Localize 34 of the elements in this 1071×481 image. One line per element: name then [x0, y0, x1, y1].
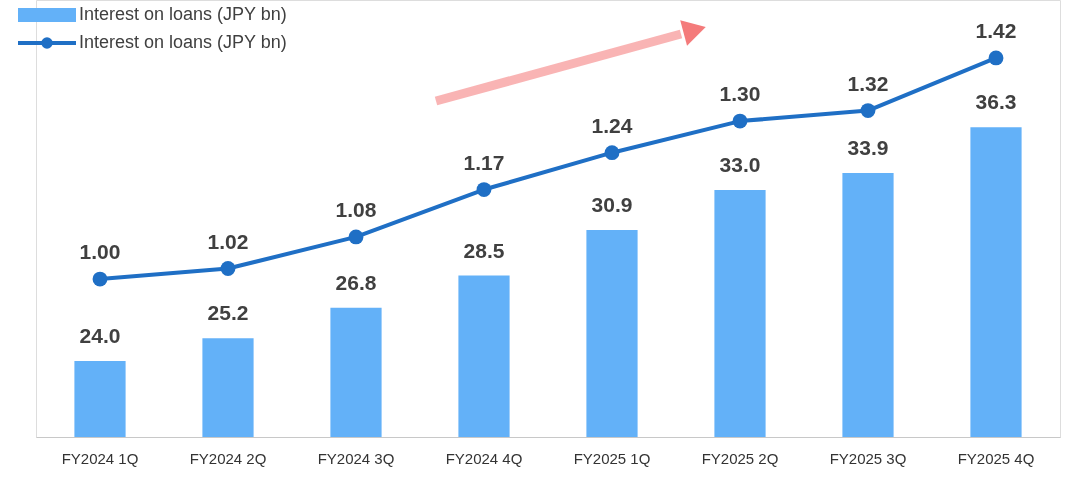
- point: [732, 113, 748, 129]
- point: [92, 271, 108, 287]
- point: [860, 103, 876, 118]
- point: [220, 261, 236, 276]
- x-tick-label: FY2025 1Q: [573, 449, 651, 467]
- legend-label: Interest on loans (JPY bn): [79, 32, 287, 52]
- x-tick-label: FY2024 3Q: [317, 449, 395, 467]
- data-label: 33.9: [847, 135, 889, 159]
- data-label: 1.08: [335, 197, 377, 221]
- data-label: 1.17: [463, 150, 505, 174]
- point: [476, 182, 492, 197]
- data-label: 30.9: [591, 192, 633, 216]
- data-label: 26.8: [335, 270, 377, 294]
- point: [988, 50, 1004, 66]
- data-label: 33.0: [719, 153, 761, 176]
- data-label: 1.30: [719, 82, 761, 106]
- data-label: 36.3: [975, 90, 1017, 114]
- legend-label: Interest on loans (JPY bn): [79, 4, 287, 24]
- data-label: 1.42: [975, 18, 1017, 42]
- point: [348, 229, 364, 245]
- x-tick-label: FY2025 3Q: [829, 449, 907, 467]
- data-label: 25.2: [207, 301, 249, 325]
- data-label: 24.0: [79, 324, 121, 347]
- x-tick-label: FY2025 2Q: [701, 449, 779, 467]
- data-label: 1.02: [207, 229, 249, 253]
- data-label: 1.00: [79, 240, 121, 264]
- x-tick-label: FY2024 2Q: [189, 449, 267, 467]
- x-tick-label: FY2025 4Q: [957, 449, 1035, 467]
- x-tick-label: FY2024 1Q: [61, 449, 139, 467]
- point: [604, 145, 620, 161]
- data-label: 28.5: [463, 238, 505, 262]
- x-tick-label: FY2024 4Q: [445, 449, 523, 467]
- data-label: 1.32: [847, 71, 889, 95]
- data-label: 1.24: [591, 113, 633, 137]
